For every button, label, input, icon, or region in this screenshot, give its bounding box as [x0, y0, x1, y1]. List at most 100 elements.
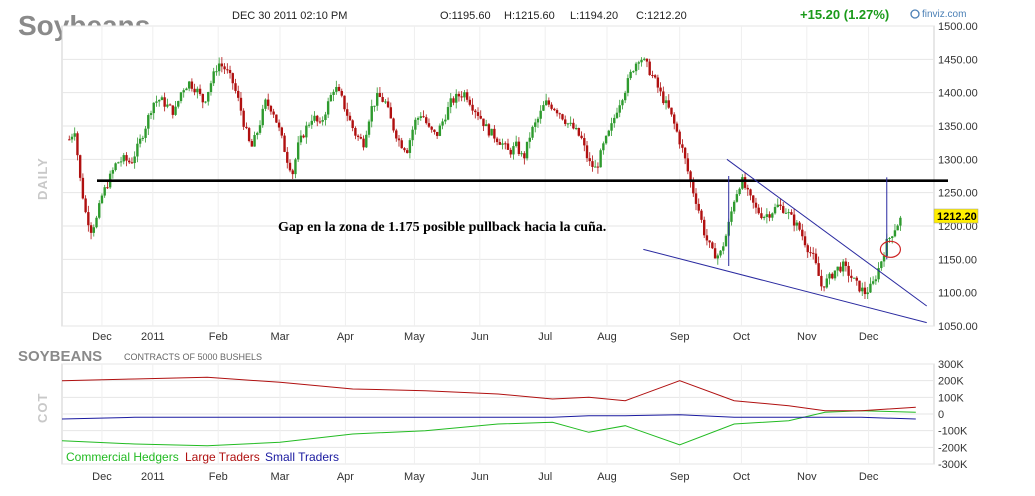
candle-body	[362, 138, 365, 148]
candle-body	[253, 135, 256, 147]
candle-body	[746, 187, 749, 190]
candle-body	[831, 273, 834, 279]
candle-body	[705, 235, 709, 241]
candle-body	[332, 91, 335, 95]
candle-body	[425, 117, 428, 124]
candle-body	[98, 203, 101, 218]
candle-body	[700, 210, 703, 220]
candle-body	[670, 107, 673, 115]
candle-body	[803, 236, 807, 246]
candle-body	[509, 149, 512, 155]
candle-body	[280, 127, 284, 136]
candle-body	[316, 115, 319, 122]
candle-body	[392, 118, 395, 131]
candle-body	[779, 204, 782, 207]
price-panel: 1500.00 1450.00 1400.00 1350.00 1300.00 1250.…	[61, 21, 978, 343]
candle-body	[414, 119, 417, 130]
candle-body	[749, 189, 752, 196]
candle-body	[378, 93, 382, 98]
candle-body	[822, 286, 826, 288]
candle-body	[542, 105, 545, 111]
cot-y-tick: 0	[938, 409, 944, 421]
cot-x-tick: Jun	[471, 471, 489, 483]
candle-body	[506, 143, 510, 150]
candle-body	[359, 137, 363, 139]
candle-body	[299, 135, 303, 143]
candle-body	[356, 135, 360, 138]
candle-body	[615, 112, 619, 118]
candle-body	[893, 230, 897, 237]
candle-body	[722, 246, 725, 251]
candle-body	[577, 128, 581, 136]
candle-body	[667, 100, 670, 108]
price-x-tick: Feb	[209, 331, 228, 343]
candle-body	[375, 93, 379, 106]
candle-body	[125, 155, 128, 161]
candle-body	[258, 125, 262, 133]
candle-body	[569, 122, 572, 124]
candle-body	[171, 105, 175, 115]
candle-body	[787, 212, 790, 214]
candle-body	[536, 118, 540, 123]
candle-body	[128, 160, 131, 163]
price-x-tick: Jun	[471, 331, 489, 343]
candle-body	[525, 141, 529, 159]
candle-body	[231, 73, 234, 84]
candle-body	[237, 90, 240, 98]
candle-body	[847, 265, 850, 276]
cot-x-tick: Dec	[859, 471, 879, 483]
brand-logo[interactable]: finviz.com	[910, 9, 966, 20]
candle-body	[370, 106, 373, 122]
price-y-tick: 1400.00	[938, 88, 978, 100]
candle-body	[272, 111, 275, 115]
candle-body	[144, 128, 147, 138]
header-datetime: DEC 30 2011 02:10 PM	[232, 10, 347, 22]
candle-body	[743, 177, 747, 188]
candle-body	[476, 112, 480, 116]
candle-body	[544, 100, 548, 106]
candle-body	[517, 141, 521, 155]
candle-body	[602, 143, 605, 151]
candle-body	[103, 187, 106, 196]
candle-body	[389, 107, 393, 119]
candle-body	[596, 166, 600, 168]
candle-body	[531, 126, 534, 138]
candle-body	[482, 118, 485, 127]
candle-body	[708, 240, 711, 243]
candle-body	[659, 87, 662, 92]
candle-body	[365, 134, 368, 148]
candle-body	[495, 138, 499, 143]
candle-body	[811, 252, 815, 254]
header-change: +15.20 (1.27%)	[800, 7, 889, 22]
candle-body	[119, 161, 123, 163]
candle-body	[580, 135, 583, 139]
candle-body	[784, 212, 788, 214]
candle-body	[493, 128, 496, 139]
candle-body	[681, 144, 684, 148]
candle-body	[776, 204, 779, 208]
candle-body	[89, 225, 93, 233]
candle-body	[623, 92, 627, 101]
candle-body	[855, 277, 858, 281]
cot-x-tick: Nov	[797, 471, 817, 483]
brand-icon	[910, 9, 920, 19]
candle-body	[814, 253, 818, 264]
candle-body	[196, 88, 199, 93]
cot-x-tick: Jul	[538, 471, 552, 483]
candle-body	[675, 123, 679, 132]
candle-body	[457, 93, 461, 97]
candle-body	[880, 261, 883, 269]
candle-body	[266, 99, 270, 106]
candle-body	[771, 213, 774, 218]
candle-body	[193, 88, 196, 93]
candle-body	[381, 97, 384, 102]
candle-body	[288, 162, 292, 171]
candle-body	[850, 275, 853, 278]
candle-body	[217, 63, 221, 72]
candle-body	[795, 222, 799, 226]
candle-body	[351, 120, 354, 129]
candle-body	[384, 101, 387, 103]
candle-body	[302, 135, 305, 138]
candle-body	[152, 102, 155, 114]
candle-body	[514, 141, 518, 147]
